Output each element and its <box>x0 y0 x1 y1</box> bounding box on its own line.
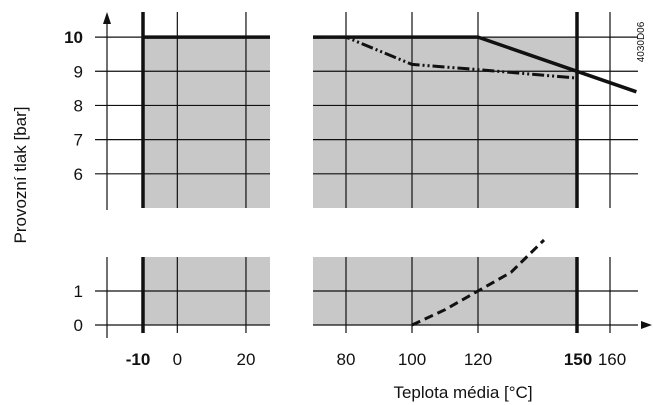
x-tick-label: 20 <box>237 350 256 369</box>
x-axis-arrow <box>641 321 652 329</box>
shaded-region-panel <box>313 37 577 208</box>
y-tick-label: 8 <box>74 96 83 115</box>
y-tick-label: 7 <box>74 131 83 150</box>
y-tick-label: 1 <box>74 282 83 301</box>
x-tick-label: 120 <box>464 350 492 369</box>
series-line-dash-dot-dot-3 <box>313 35 578 80</box>
y-tick-label: 0 <box>74 316 83 335</box>
y-axis-arrow <box>103 12 111 24</box>
y-tick-label: 9 <box>74 62 83 81</box>
x-tick-label: -10 <box>126 350 151 369</box>
x-tick-label: 100 <box>398 350 426 369</box>
series-line-dashed-4 <box>411 238 546 327</box>
shaded-region-panel <box>143 37 270 208</box>
x-tick-label: 80 <box>337 350 356 369</box>
y-tick-label: 6 <box>74 165 83 184</box>
shaded-operating-area <box>143 37 577 325</box>
y-tick-label: 10 <box>64 28 83 47</box>
series <box>143 35 637 327</box>
x-axis-title: Teplota média [°C] <box>393 383 532 402</box>
axes <box>103 12 652 338</box>
series-line-solid-2 <box>313 35 637 94</box>
x-tick-label: 160 <box>598 350 626 369</box>
x-tick-label: 150 <box>564 350 592 369</box>
x-tick-label: 0 <box>173 350 182 369</box>
y-axis-title: Provozní tlak [bar] <box>11 106 30 243</box>
figure-code: 4030D06 <box>636 21 647 62</box>
